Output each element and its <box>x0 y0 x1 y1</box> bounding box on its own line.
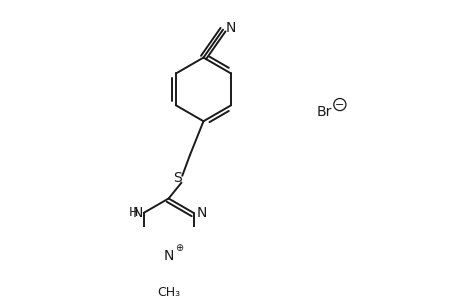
Text: Br: Br <box>316 105 332 119</box>
Text: CH₃: CH₃ <box>157 286 180 299</box>
Text: −: − <box>335 100 344 110</box>
Text: ⊕: ⊕ <box>175 244 183 254</box>
Text: H: H <box>128 206 137 219</box>
Text: N: N <box>132 206 143 220</box>
Text: N: N <box>225 21 235 35</box>
Text: N: N <box>163 249 174 263</box>
Text: S: S <box>173 171 182 185</box>
Text: N: N <box>196 206 207 220</box>
